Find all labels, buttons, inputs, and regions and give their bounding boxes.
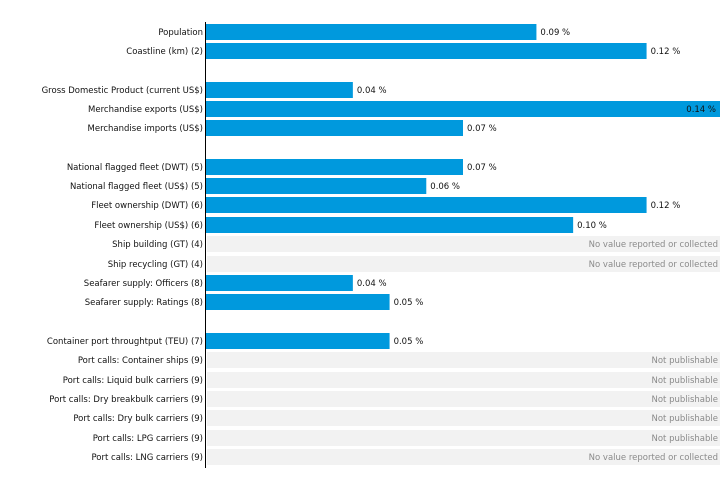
no-data-label: Not publishable [651, 434, 718, 444]
category-label: National flagged fleet (US$) (5) [70, 182, 203, 192]
category-label: Fleet ownership (US$) (6) [94, 221, 203, 231]
value-label: 0.14 % [686, 105, 716, 115]
no-data-label: Not publishable [651, 395, 718, 405]
no-data-label: No value reported or collected [589, 453, 718, 463]
no-data-band [207, 430, 720, 446]
bars [206, 24, 720, 349]
value-label: 0.10 % [577, 221, 607, 231]
no-data-band [207, 236, 720, 252]
bar [206, 159, 463, 175]
bar [206, 178, 427, 194]
bar [206, 24, 537, 40]
category-label: Container port throughtput (TEU) (7) [47, 337, 203, 347]
category-label: Seafarer supply: Ratings (8) [85, 298, 203, 308]
value-label: 0.04 % [357, 279, 387, 289]
bar [206, 101, 720, 117]
category-label: Seafarer supply: Officers (8) [84, 279, 203, 289]
category-label: Merchandise exports (US$) [88, 105, 203, 115]
no-data-label: Not publishable [651, 376, 718, 386]
category-label: Gross Domestic Product (current US$) [42, 86, 203, 96]
value-label: 0.12 % [651, 47, 681, 57]
bar [206, 82, 353, 98]
bar [206, 333, 390, 349]
no-data-label: Not publishable [651, 356, 718, 366]
category-label: Population [158, 28, 203, 38]
no-data-band [207, 410, 720, 426]
no-data-band [207, 256, 720, 272]
category-label: Port calls: LNG carriers (9) [91, 453, 203, 463]
bar [206, 217, 574, 233]
value-label: 0.09 % [540, 28, 570, 38]
category-label: Fleet ownership (DWT) (6) [91, 201, 203, 211]
no-data-band [207, 372, 720, 388]
value-label: 0.05 % [394, 337, 424, 347]
category-label: Port calls: LPG carriers (9) [93, 434, 203, 444]
no-data-band [207, 449, 720, 465]
category-label: Ship recycling (GT) (4) [108, 260, 203, 270]
category-label: National flagged fleet (DWT) (5) [67, 163, 203, 173]
value-label: 0.04 % [357, 86, 387, 96]
no-data-label: Not publishable [651, 414, 718, 424]
category-label: Port calls: Liquid bulk carriers (9) [63, 376, 203, 386]
value-labels: 0.09 % 0.12 % 0.04 % 0.14 % 0.07 % 0.07 % 0.06… [357, 28, 718, 463]
category-label: Port calls: Container ships (9) [78, 356, 203, 366]
value-label: 0.07 % [467, 163, 497, 173]
category-label: Merchandise imports (US$) [88, 124, 204, 134]
bar [206, 197, 647, 213]
no-data-band [207, 391, 720, 407]
category-label: Coastline (km) (2) [126, 47, 203, 57]
value-label: 0.07 % [467, 124, 497, 134]
category-label: Port calls: Dry breakbulk carriers (9) [49, 395, 203, 405]
category-label: Ship building (GT) (4) [112, 240, 203, 250]
bar [206, 120, 463, 136]
na-bands [207, 236, 720, 465]
no-data-label: No value reported or collected [589, 240, 718, 250]
value-label: 0.06 % [430, 182, 460, 192]
value-label: 0.05 % [394, 298, 424, 308]
category-labels: Population Coastline (km) (2) Gross Domest… [42, 28, 203, 463]
category-label: Port calls: Dry bulk carriers (9) [73, 414, 203, 424]
no-data-band [207, 352, 720, 368]
value-label: 0.12 % [651, 201, 681, 211]
bar [206, 294, 390, 310]
no-data-label: No value reported or collected [589, 260, 718, 270]
bar [206, 275, 353, 291]
bar [206, 43, 647, 59]
